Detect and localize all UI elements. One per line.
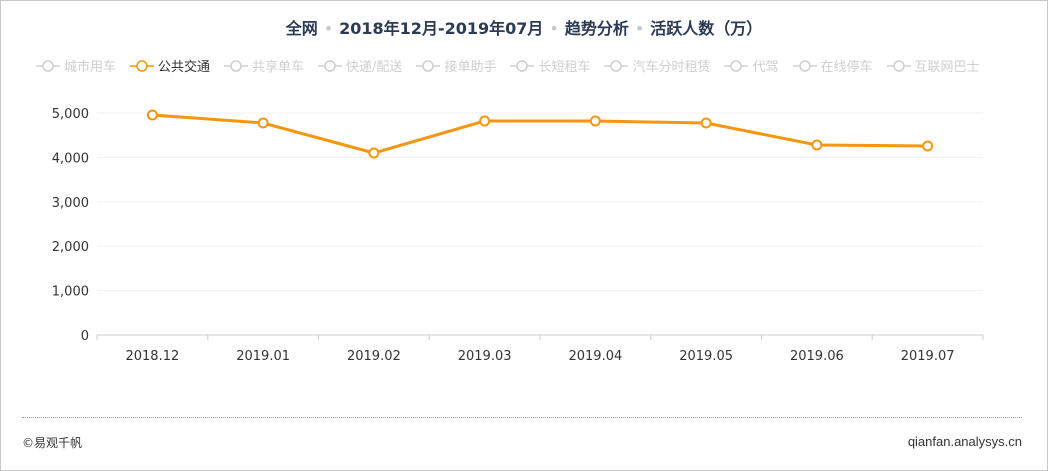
- line-chart: 0 1,000 2,000 3,000 4,000 5,000 2018.12 2019.01…: [52, 107, 984, 364]
- legend-item[interactable]: 公共交通: [130, 56, 210, 75]
- legend-marker-icon: [724, 59, 749, 72]
- series-line: [152, 113, 928, 155]
- title-date-range: 2018年12月-2019年07月: [339, 19, 544, 38]
- x-tick-label: 2019.07: [901, 349, 955, 364]
- footer-divider: [22, 417, 1022, 418]
- legend-label: 接单助手: [444, 60, 497, 75]
- y-tick-label: 3,000: [52, 196, 89, 211]
- x-tick-label: 2019.05: [679, 349, 733, 364]
- copyright-text: ©易观千帆: [22, 436, 83, 450]
- legend-item[interactable]: 城市用车: [36, 56, 116, 75]
- legend-label: 汽车分时租赁: [632, 60, 711, 75]
- x-tick-label: 2019.02: [347, 349, 401, 364]
- legend-marker-icon: [886, 59, 911, 72]
- y-tick-label: 4,000: [52, 151, 89, 166]
- data-point[interactable]: [589, 115, 601, 127]
- data-point[interactable]: [368, 147, 380, 159]
- x-tick-label: 2019.03: [458, 349, 512, 364]
- legend-marker-icon: [130, 59, 155, 72]
- data-point[interactable]: [811, 139, 823, 151]
- data-point[interactable]: [479, 115, 491, 127]
- title-scope: 全网: [285, 19, 318, 38]
- legend-marker-icon: [416, 59, 441, 72]
- chart-title: 全网 • 2018年12月-2019年07月 • 趋势分析 • 活跃人数（万）: [0, 15, 1048, 39]
- legend-label: 共享单车: [252, 60, 305, 75]
- data-point[interactable]: [922, 140, 934, 152]
- title-analysis-type: 趋势分析: [564, 19, 629, 38]
- legend-label: 代驾: [752, 60, 779, 75]
- x-tick-label: 2019.04: [568, 349, 622, 364]
- legend-item[interactable]: 汽车分时租赁: [604, 56, 710, 75]
- x-tick-label: 2019.01: [236, 349, 290, 364]
- legend-marker-icon: [604, 59, 629, 72]
- data-point[interactable]: [700, 117, 712, 129]
- site-url: qianfan.analysys.cn: [907, 434, 1022, 449]
- legend-item[interactable]: 互联网巴士: [886, 56, 980, 75]
- data-point[interactable]: [257, 117, 269, 129]
- data-point[interactable]: [146, 109, 158, 121]
- legend-item[interactable]: 接单助手: [416, 56, 496, 75]
- legend-item[interactable]: 共享单车: [224, 56, 304, 75]
- title-separator: •: [634, 19, 645, 38]
- legend-marker-icon: [318, 59, 343, 72]
- y-tick-label: 1,000: [52, 285, 89, 300]
- legend-item[interactable]: 长短租车: [510, 56, 590, 75]
- legend-label: 在线停车: [820, 60, 873, 75]
- y-tick-label: 5,000: [52, 107, 89, 122]
- title-separator: •: [549, 19, 559, 38]
- legend-label: 长短租车: [538, 60, 591, 75]
- title-metric: 活跃人数（万）: [650, 19, 763, 38]
- legend-item[interactable]: 代驾: [724, 56, 779, 75]
- legend-label: 公共交通: [158, 60, 211, 75]
- y-tick-label: 0: [81, 329, 89, 344]
- legend-marker-icon: [792, 59, 817, 72]
- title-separator: •: [323, 19, 334, 38]
- y-tick-label: 2,000: [52, 240, 89, 255]
- x-tick-label: 2018.12: [125, 349, 179, 364]
- legend-label: 城市用车: [64, 60, 117, 75]
- legend-item[interactable]: 快递/配送: [318, 56, 402, 75]
- legend-label: 快递/配送: [346, 60, 403, 75]
- legend-label: 互联网巴士: [914, 60, 980, 75]
- legend-marker-icon: [36, 59, 60, 72]
- legend-marker-icon: [510, 59, 535, 72]
- chart-legend: 城市用车 公共交通 共享单车 快递/配送 接单助手 长短租车 汽车分时租赁 代驾 在线停车 互联网…: [36, 56, 980, 75]
- legend-item[interactable]: 在线停车: [792, 56, 873, 75]
- legend-marker-icon: [224, 59, 249, 72]
- x-tick-label: 2019.06: [790, 349, 844, 364]
